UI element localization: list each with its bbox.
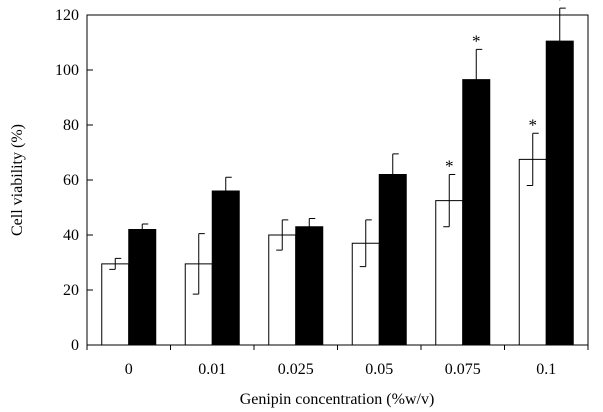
bar [518, 158, 547, 346]
plot-frame [86, 14, 589, 346]
x-axis: 0 0.01 0.025 0.05 0.075 0.1 [86, 345, 589, 378]
significance-marker: * [529, 115, 538, 134]
y-axis-title: Cell viability (%) [9, 124, 26, 236]
y-tick-label: 100 [55, 62, 79, 79]
bar [211, 190, 240, 346]
x-tick-label: 0.01 [198, 361, 226, 378]
significance-marker: * [445, 157, 454, 176]
bar [295, 226, 324, 346]
y-axis: 0 20 40 60 80 100 120 [55, 7, 93, 354]
y-tick-label: 60 [63, 172, 79, 189]
y-tick-label: 0 [71, 337, 79, 354]
y-tick-label: 120 [55, 7, 79, 24]
y-tick-label: 40 [63, 227, 79, 244]
x-tick-label: 0.025 [278, 361, 314, 378]
y-tick-label: 80 [63, 117, 79, 134]
bar [462, 79, 491, 346]
x-axis-title: Genipin concentration (%w/v) [240, 391, 435, 408]
y-tick-label: 20 [63, 282, 79, 299]
significance-marker: * [556, 0, 565, 9]
significance-marker: * [472, 31, 481, 50]
bar [545, 40, 574, 346]
bar [128, 229, 157, 346]
x-tick-label: 0.05 [365, 361, 393, 378]
bar [101, 263, 130, 346]
bar-series: * * * * [101, 0, 574, 346]
bar [268, 234, 297, 346]
x-tick-label: 0 [125, 361, 133, 378]
x-tick-label: 0.075 [445, 361, 481, 378]
x-tick-label: 0.1 [536, 361, 556, 378]
bar [378, 174, 407, 346]
